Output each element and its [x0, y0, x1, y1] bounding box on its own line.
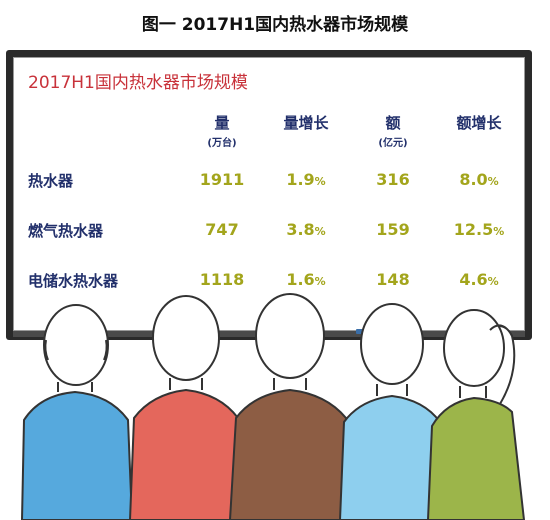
head	[360, 303, 424, 385]
person-blue-shirt	[20, 304, 134, 520]
shirt	[128, 388, 242, 520]
column-label: 量	[214, 114, 230, 132]
row-label: 电储水热水器	[28, 272, 119, 290]
audience-illustration	[20, 293, 526, 520]
head	[443, 309, 505, 387]
column-header-volume-growth: 量增长	[266, 112, 346, 133]
volume-cell: 747	[205, 220, 239, 239]
amount-growth-cell: 4.6%	[459, 270, 499, 289]
head	[152, 295, 220, 381]
table-title: 2017H1国内热水器市场规模	[28, 73, 248, 93]
row-label: 燃气热水器	[28, 222, 104, 240]
amount-growth-cell: 8.0%	[459, 170, 499, 189]
volume-cell: 1118	[199, 270, 245, 289]
amount-cell: 316	[376, 170, 410, 189]
amount-growth-cell: 12.5%	[453, 220, 505, 239]
shirt	[426, 396, 526, 520]
person-olive-shirt	[426, 309, 526, 520]
volume-growth-cell: 1.9%	[286, 170, 326, 189]
shirt	[20, 390, 134, 520]
column-unit: (亿元)	[378, 138, 408, 149]
table-body: 热水器 1911 1.9% 316 8.0% 燃气热水器 747 3.8% 15…	[14, 58, 526, 332]
person-brown-shirt	[228, 293, 352, 520]
row-label: 热水器	[28, 172, 74, 190]
column-header-amount: 额 (亿元)	[353, 112, 433, 149]
volume-growth-cell: 1.6%	[286, 270, 326, 289]
whiteboard-surface: 2017H1国内热水器市场规模 量 (万台) 量增长 额 (亿元) 额增长 热水…	[13, 57, 525, 331]
column-unit: (万台)	[207, 138, 237, 149]
shirt	[338, 394, 444, 520]
column-label: 额增长	[456, 114, 502, 132]
column-label: 量增长	[283, 114, 329, 132]
table-row: 电储水热水器 1118 1.6% 148 4.6%	[14, 270, 526, 294]
column-header-volume: 量 (万台)	[182, 112, 262, 149]
shirt	[228, 388, 352, 520]
volume-cell: 1911	[199, 170, 245, 189]
volume-growth-cell: 3.8%	[286, 220, 326, 239]
column-header-amount-growth: 额增长	[439, 112, 519, 133]
person-lightblue-shirt	[338, 303, 444, 520]
head	[43, 304, 109, 386]
table-row: 热水器 1911 1.9% 316 8.0%	[14, 170, 526, 194]
head	[255, 293, 325, 379]
amount-cell: 159	[376, 220, 410, 239]
amount-cell: 148	[376, 270, 410, 289]
table-row: 燃气热水器 747 3.8% 159 12.5%	[14, 220, 526, 244]
column-label: 额	[385, 114, 401, 132]
person-red-shirt	[128, 295, 242, 520]
page-title: 图一 2017H1国内热水器市场规模	[141, 15, 409, 35]
